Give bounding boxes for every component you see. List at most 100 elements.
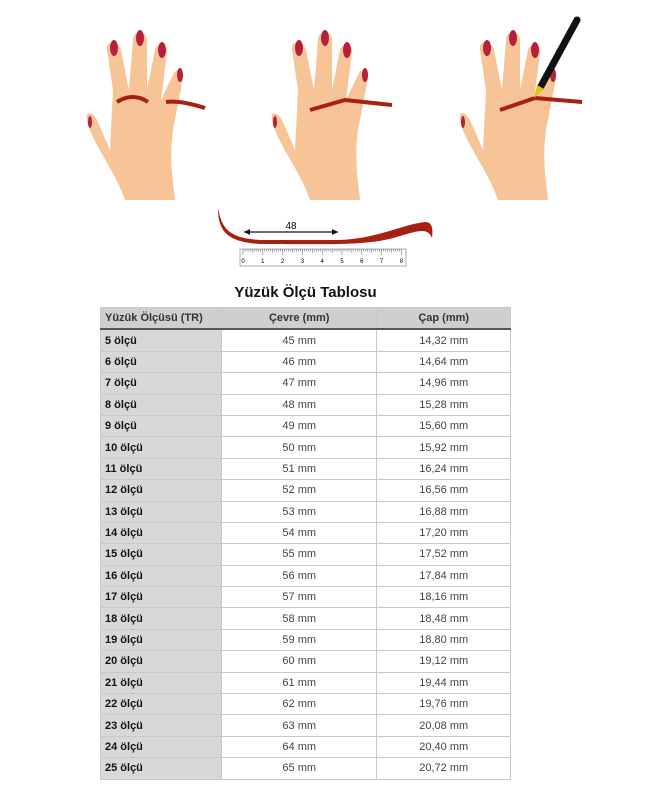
diameter-cell: 15,60 mm bbox=[376, 414, 511, 438]
table-row: 10 ölçü 50 mm 15,92 mm bbox=[100, 436, 511, 459]
size-cell: 8 ölçü bbox=[100, 393, 222, 416]
table-row: 23 ölçü 63 mm 20,08 mm bbox=[100, 714, 511, 737]
hand-step-2 bbox=[271, 30, 393, 200]
ruler-tick-label: 6 bbox=[360, 259, 364, 265]
diameter-cell: 16,56 mm bbox=[376, 479, 511, 502]
table-header-row: Yüzük Ölçüsü (TR) Çevre (mm) Çap (mm) bbox=[100, 307, 511, 331]
circumference-cell: 47 mm bbox=[220, 372, 378, 395]
table-row: 13 ölçü 53 mm 16,88 mm bbox=[100, 500, 511, 523]
diameter-cell: 16,24 mm bbox=[376, 457, 511, 481]
diameter-cell: 20,08 mm bbox=[376, 714, 511, 737]
circumference-cell: 56 mm bbox=[220, 564, 378, 588]
table-row: 6 ölçü 46 mm 14,64 mm bbox=[100, 350, 511, 374]
size-cell: 12 ölçü bbox=[100, 479, 222, 502]
measure-label: 48 bbox=[285, 221, 297, 232]
circumference-cell: 54 mm bbox=[220, 521, 378, 545]
table-row: 12 ölçü 52 mm 16,56 mm bbox=[100, 479, 511, 502]
diameter-cell: 18,80 mm bbox=[376, 628, 511, 652]
circumference-cell: 52 mm bbox=[220, 479, 378, 502]
table-row: 7 ölçü 47 mm 14,96 mm bbox=[100, 372, 511, 395]
ruler-tick-label: 7 bbox=[380, 259, 384, 265]
diameter-cell: 19,12 mm bbox=[376, 650, 511, 673]
diameter-cell: 14,96 mm bbox=[376, 372, 511, 395]
table-row: 19 ölçü 59 mm 18,80 mm bbox=[100, 628, 511, 652]
circumference-cell: 63 mm bbox=[220, 714, 378, 737]
table-row: 18 ölçü 58 mm 18,48 mm bbox=[100, 607, 511, 630]
diameter-cell: 17,84 mm bbox=[376, 564, 511, 588]
size-cell: 17 ölçü bbox=[100, 586, 222, 609]
circumference-cell: 53 mm bbox=[220, 500, 378, 523]
hand-step-3 bbox=[459, 30, 583, 200]
diameter-cell: 15,92 mm bbox=[376, 436, 511, 459]
circumference-cell: 64 mm bbox=[220, 735, 378, 759]
diameter-cell: 16,88 mm bbox=[376, 500, 511, 523]
circumference-cell: 49 mm bbox=[220, 414, 378, 438]
diameter-cell: 19,76 mm bbox=[376, 693, 511, 716]
size-cell: 25 ölçü bbox=[100, 757, 222, 780]
table-row: 25 ölçü 65 mm 20,72 mm bbox=[100, 757, 511, 780]
ruler-tick-label: 0 bbox=[241, 259, 245, 265]
ruler-tick-label: 1 bbox=[261, 259, 265, 265]
table-row: 11 ölçü 51 mm 16,24 mm bbox=[100, 457, 511, 481]
size-cell: 13 ölçü bbox=[100, 500, 222, 523]
circumference-cell: 60 mm bbox=[220, 650, 378, 673]
diameter-cell: 19,44 mm bbox=[376, 671, 511, 695]
circumference-cell: 58 mm bbox=[220, 607, 378, 630]
diameter-cell: 15,28 mm bbox=[376, 393, 511, 416]
circumference-cell: 46 mm bbox=[220, 350, 378, 374]
table-row: 16 ölçü 56 mm 17,84 mm bbox=[100, 564, 511, 588]
table-row: 21 ölçü 61 mm 19,44 mm bbox=[100, 671, 511, 695]
size-cell: 21 ölçü bbox=[100, 671, 222, 695]
circumference-cell: 59 mm bbox=[220, 628, 378, 652]
pencil-icon bbox=[534, 16, 581, 98]
ruler-tick-label: 2 bbox=[281, 259, 285, 265]
table-row: 24 ölçü 64 mm 20,40 mm bbox=[100, 735, 511, 759]
size-cell: 24 ölçü bbox=[100, 735, 222, 759]
circumference-cell: 62 mm bbox=[220, 693, 378, 716]
diameter-cell: 14,64 mm bbox=[376, 350, 511, 374]
size-cell: 5 ölçü bbox=[100, 328, 222, 352]
table-row: 22 ölçü 62 mm 19,76 mm bbox=[100, 693, 511, 716]
diameter-cell: 18,16 mm bbox=[376, 586, 511, 609]
circumference-cell: 57 mm bbox=[220, 586, 378, 609]
table-row: 17 ölçü 57 mm 18,16 mm bbox=[100, 586, 511, 609]
circumference-cell: 45 mm bbox=[220, 328, 378, 352]
size-cell: 22 ölçü bbox=[100, 693, 222, 716]
circumference-cell: 50 mm bbox=[220, 436, 378, 459]
circumference-cell: 51 mm bbox=[220, 457, 378, 481]
size-cell: 23 ölçü bbox=[100, 714, 222, 737]
table-row: 14 ölçü 54 mm 17,20 mm bbox=[100, 521, 511, 545]
table-row: 5 ölçü 45 mm 14,32 mm bbox=[100, 328, 511, 352]
diameter-cell: 14,32 mm bbox=[376, 328, 511, 352]
ruler-tick-label: 5 bbox=[340, 259, 344, 265]
table-row: 15 ölçü 55 mm 17,52 mm bbox=[100, 543, 511, 566]
diameter-cell: 20,72 mm bbox=[376, 757, 511, 780]
ruler-tick-label: 8 bbox=[400, 259, 404, 265]
size-cell: 18 ölçü bbox=[100, 607, 222, 630]
diameter-cell: 18,48 mm bbox=[376, 607, 511, 630]
ruler-tick-label: 3 bbox=[301, 259, 305, 265]
diameter-cell: 20,40 mm bbox=[376, 735, 511, 759]
size-cell: 14 ölçü bbox=[100, 521, 222, 545]
header-circumference: Çevre (mm) bbox=[220, 307, 378, 331]
table-row: 9 ölçü 49 mm 15,60 mm bbox=[100, 414, 511, 438]
header-size: Yüzük Ölçüsü (TR) bbox=[100, 307, 222, 331]
circumference-cell: 61 mm bbox=[220, 671, 378, 695]
table-row: 20 ölçü 60 mm 19,12 mm bbox=[100, 650, 511, 673]
size-cell: 15 ölçü bbox=[100, 543, 222, 566]
diameter-cell: 17,52 mm bbox=[376, 543, 511, 566]
ruler: 0 1 2 3 4 5 6 7 8 bbox=[239, 248, 407, 267]
header-diameter: Çap (mm) bbox=[376, 307, 511, 331]
size-cell: 19 ölçü bbox=[100, 628, 222, 652]
table-title: Yüzük Ölçü Tablosu bbox=[234, 284, 377, 301]
circumference-cell: 48 mm bbox=[220, 393, 378, 416]
ring-measuring-illustration: 48 0 1 2 3 4 5 6 7 8 bbox=[86, 16, 583, 267]
diameter-cell: 17,20 mm bbox=[376, 521, 511, 545]
size-cell: 20 ölçü bbox=[100, 650, 222, 673]
size-cell: 9 ölçü bbox=[100, 414, 222, 438]
size-cell: 6 ölçü bbox=[100, 350, 222, 374]
measured-string: 48 bbox=[218, 208, 433, 245]
circumference-cell: 65 mm bbox=[220, 757, 378, 780]
size-cell: 16 ölçü bbox=[100, 564, 222, 588]
ring-size-table: Yüzük Ölçüsü (TR) Çevre (mm) Çap (mm) 5 … bbox=[100, 307, 511, 780]
